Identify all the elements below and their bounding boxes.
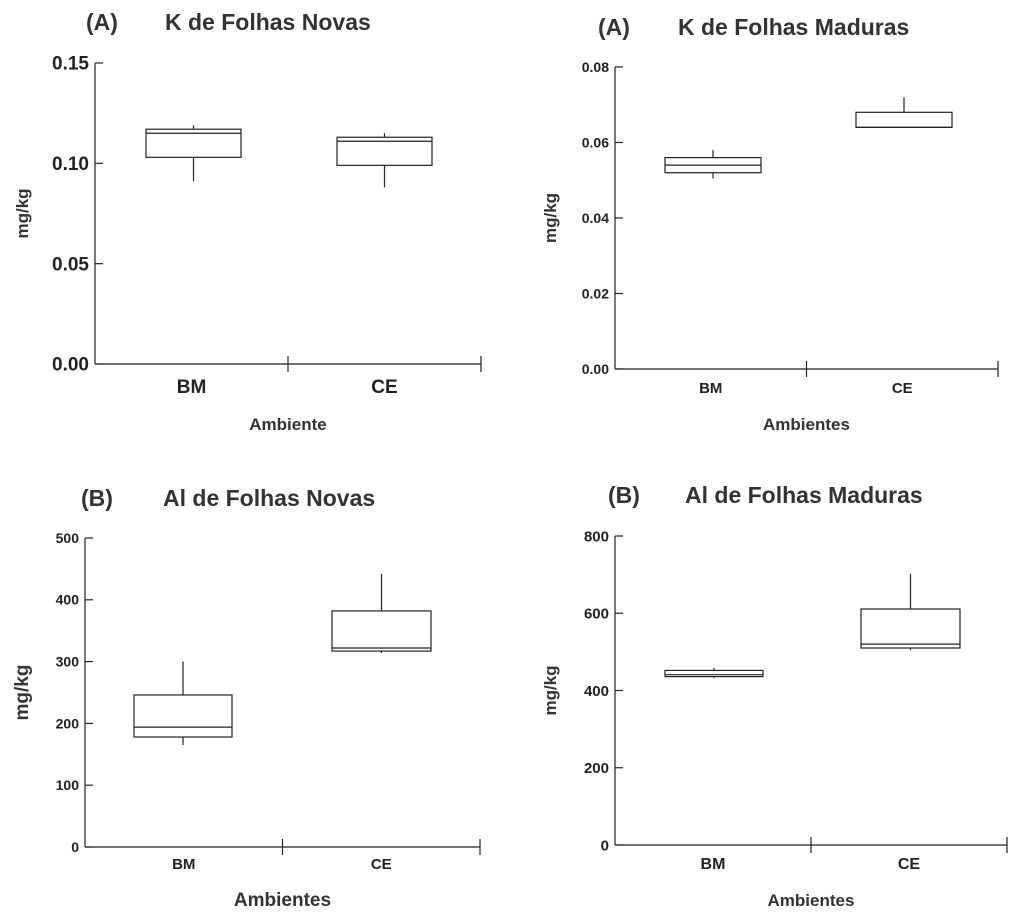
y-tick-label: 100 <box>56 777 80 793</box>
chart-title: K de Folhas Novas <box>165 9 371 35</box>
panel-label: (A) <box>86 9 118 35</box>
y-tick-label: 0.02 <box>582 285 609 301</box>
y-tick-label: 300 <box>56 654 80 670</box>
y-tick-label: 500 <box>56 530 80 546</box>
panel-label: (B) <box>81 485 113 511</box>
y-tick-label: 0.15 <box>52 54 89 75</box>
y-axis-label: mg/kg <box>541 193 560 243</box>
y-tick-label: 800 <box>584 528 609 545</box>
y-tick-label: 0.00 <box>52 355 89 376</box>
chart-panel-4: (B) Al de Folhas Maduras 0 200 400 600 800 BM CE… <box>541 482 1008 910</box>
x-tick-label: CE <box>898 856 921 873</box>
box-bm <box>145 125 242 182</box>
x-tick-label: BM <box>172 856 195 873</box>
y-tick-label: 0 <box>71 839 79 855</box>
panel-label: (A) <box>598 14 630 40</box>
y-tick-label: 200 <box>56 715 80 731</box>
x-axis-label: Ambientes <box>234 890 331 911</box>
x-tick-label: CE <box>371 856 392 873</box>
y-axis-label: mg/kg <box>541 665 560 715</box>
box-iqr <box>336 136 433 166</box>
y-tick-label: 0.10 <box>52 154 89 175</box>
box-ce <box>860 573 961 651</box>
y-tick-label: 0 <box>601 837 609 854</box>
x-tick-label: BM <box>177 377 207 398</box>
box-iqr <box>664 669 764 678</box>
box-ce <box>336 133 433 188</box>
y-tick-label: 200 <box>584 760 609 777</box>
y-tick-label: 400 <box>584 683 609 700</box>
x-axis-label: Ambientes <box>768 891 855 910</box>
box-ce <box>331 573 432 653</box>
x-tick-label: BM <box>699 380 722 397</box>
y-axis-label: mg/kg <box>13 188 32 238</box>
chart-panel-2: (A) K de Folhas Maduras 0.00 0.02 0.04 0.06 0.… <box>541 14 999 434</box>
chart-panel-1: (A) K de Folhas Novas 0.00 0.05 0.10 0.15 BM CE… <box>13 9 482 434</box>
y-tick-label: 0.06 <box>582 134 609 150</box>
y-tick-label: 600 <box>584 606 609 623</box>
y-tick-label: 400 <box>56 592 80 608</box>
chart-title: K de Folhas Maduras <box>678 14 909 40</box>
box-iqr <box>133 694 233 738</box>
box-ce <box>855 97 953 129</box>
x-tick-label: CE <box>371 377 397 398</box>
chart-title: Al de Folhas Maduras <box>685 482 923 508</box>
y-axis-label: mg/kg <box>12 665 33 721</box>
chart-title: Al de Folhas Novas <box>163 485 375 511</box>
box-iqr <box>860 608 961 649</box>
x-axis-label: Ambientes <box>763 415 850 434</box>
y-tick-label: 0.05 <box>52 254 89 275</box>
y-tick-label: 0.04 <box>582 210 609 226</box>
box-iqr <box>331 610 432 652</box>
box-bm <box>664 150 762 179</box>
x-axis-label: Ambiente <box>249 415 326 434</box>
box-bm <box>133 661 233 746</box>
y-tick-label: 0.08 <box>582 59 609 75</box>
chart-panel-3: (B) Al de Folhas Novas 0 100 200 300 400 500 BM C… <box>12 485 481 911</box>
panel-label: (B) <box>608 482 640 508</box>
box-iqr <box>145 128 242 158</box>
x-tick-label: CE <box>892 380 913 397</box>
box-bm <box>664 668 764 679</box>
x-tick-label: BM <box>701 856 726 873</box>
y-tick-label: 0.00 <box>582 361 609 377</box>
box-iqr <box>855 111 953 129</box>
